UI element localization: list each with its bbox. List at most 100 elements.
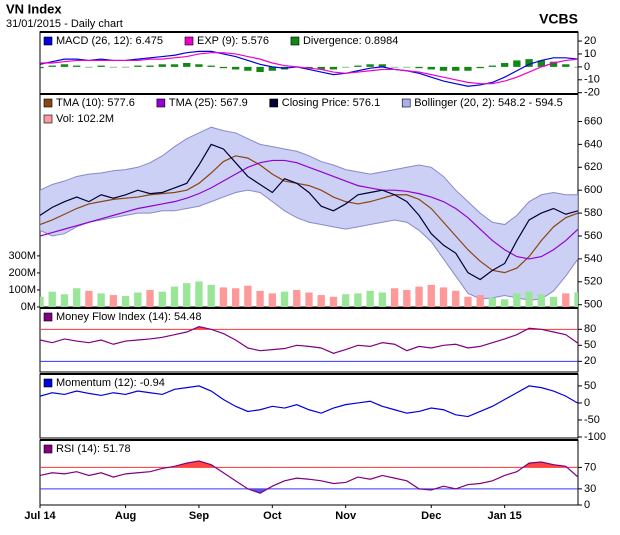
x-tick-label: Jan 15 xyxy=(488,510,522,522)
volume-bar xyxy=(195,281,203,307)
legend-swatch xyxy=(43,36,53,46)
divergence-bar xyxy=(244,66,252,71)
plot-area xyxy=(40,50,578,87)
y-tick-label: 520 xyxy=(584,276,602,288)
divergence-bar xyxy=(305,66,313,69)
volume-bar xyxy=(305,292,313,307)
volume-bar xyxy=(207,284,215,307)
legend-label: TMA (25): 567.9 xyxy=(169,97,248,109)
y-tick-label: 640 xyxy=(584,138,602,150)
divergence-bar xyxy=(403,66,411,68)
divergence-bar xyxy=(109,66,118,68)
volume-bar xyxy=(537,294,545,307)
series-line xyxy=(40,159,578,260)
legend-swatch xyxy=(290,36,300,46)
volume-bar xyxy=(378,292,387,307)
volume-bar xyxy=(231,288,240,307)
volume-bar xyxy=(562,293,570,307)
divergence-bar xyxy=(562,64,570,67)
volume-bar xyxy=(60,294,69,307)
y-tick-label: 560 xyxy=(584,230,602,242)
volume-bar xyxy=(146,289,154,307)
divergence-bar xyxy=(439,66,448,71)
volume-bar xyxy=(109,295,118,307)
legend-swatch xyxy=(43,312,53,322)
divergence-bar xyxy=(183,63,191,67)
legend-swatch xyxy=(43,114,53,124)
volume-bar xyxy=(268,293,276,307)
volume-bar xyxy=(280,291,289,307)
bollinger-band xyxy=(40,126,578,301)
divergence-bar xyxy=(195,64,203,67)
legend-label: Divergence: 0.8984 xyxy=(303,35,398,47)
legend-label: EXP (9): 5.576 xyxy=(197,35,269,47)
y-tick-label: 20 xyxy=(584,35,596,47)
divergence-bar xyxy=(525,59,533,67)
y-tick-label: 50 xyxy=(584,339,596,351)
volume-bar xyxy=(427,284,435,307)
volume-bar xyxy=(97,293,105,307)
volume-bar xyxy=(40,296,44,307)
divergence-bar xyxy=(134,65,142,67)
legend-swatch xyxy=(184,36,194,46)
divergence-bar xyxy=(513,60,521,67)
divergence-bar xyxy=(476,66,484,69)
volume-bar xyxy=(390,288,399,307)
volume-bar xyxy=(366,290,374,307)
volume-bar xyxy=(244,285,252,307)
divergence-bar xyxy=(40,66,44,69)
y-tick-label: -100 xyxy=(584,431,606,443)
y2-tick-label: 200M xyxy=(8,267,36,279)
y-tick-label: 0 xyxy=(584,397,590,409)
volume-bar xyxy=(439,287,448,307)
y2-tick-label: 100M xyxy=(8,284,36,296)
divergence-bar xyxy=(549,61,558,67)
volume-bar xyxy=(513,293,521,307)
volume-bar xyxy=(317,295,325,307)
volume-bar xyxy=(476,295,484,307)
x-tick-label: Nov xyxy=(335,510,357,522)
y-tick-label: 540 xyxy=(584,253,602,265)
volume-bar xyxy=(488,297,497,307)
divergence-bar xyxy=(73,65,81,67)
y-tick-label: 0 xyxy=(584,61,590,73)
legend-swatch xyxy=(43,444,53,454)
series-line xyxy=(40,460,578,494)
y-tick-label: 50 xyxy=(584,380,596,392)
divergence-bar xyxy=(500,63,509,67)
divergence-bar xyxy=(85,66,93,68)
y2-tick-label: 0M xyxy=(21,301,36,313)
divergence-bar xyxy=(390,66,399,68)
plot-area xyxy=(40,385,578,418)
plot-area xyxy=(40,460,578,494)
divergence-bar xyxy=(488,65,497,67)
divergence-bar xyxy=(97,65,105,67)
y-tick-label: 600 xyxy=(584,184,602,196)
series-line xyxy=(40,143,578,281)
y-tick-label: 10 xyxy=(584,48,596,60)
panel xyxy=(39,439,579,506)
volume-bar xyxy=(121,295,130,307)
y-tick-label: 80 xyxy=(584,323,596,335)
volume-bar xyxy=(73,288,81,307)
divergence-bar xyxy=(48,65,56,67)
chart-title: VN Index xyxy=(6,1,62,16)
y-tick-label: 70 xyxy=(584,461,596,473)
divergence-bar xyxy=(231,66,240,70)
legend-swatch xyxy=(43,378,53,388)
volume-bar xyxy=(293,289,301,307)
y-tick-label: 500 xyxy=(584,299,602,311)
divergence-bar xyxy=(207,65,215,67)
divergence-bar xyxy=(354,65,362,67)
legend-label: Closing Price: 576.1 xyxy=(282,97,380,109)
volume-bar xyxy=(500,299,509,307)
x-tick-label: Jul 14 xyxy=(24,510,56,522)
plot-area xyxy=(40,126,578,307)
volume-bar xyxy=(574,292,578,307)
divergence-bar xyxy=(219,66,228,69)
legend-label: Money Flow Index (14): 54.48 xyxy=(56,311,202,323)
divergence-bar xyxy=(464,66,472,71)
divergence-bar xyxy=(121,66,130,68)
volume-bar xyxy=(85,290,93,307)
